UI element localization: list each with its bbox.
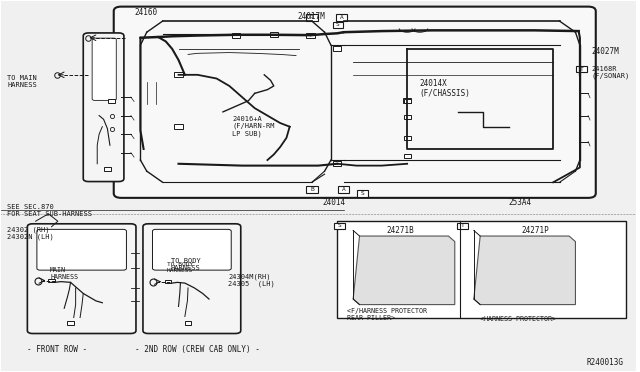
Bar	[334, 222, 344, 229]
Text: TO MAIN
HARNESS: TO MAIN HARNESS	[7, 75, 36, 88]
Text: - FRONT ROW -: - FRONT ROW -	[26, 345, 86, 355]
Bar	[306, 15, 317, 21]
Bar	[333, 161, 341, 166]
Polygon shape	[353, 236, 455, 305]
Text: A: A	[340, 15, 344, 20]
FancyBboxPatch shape	[92, 38, 116, 100]
Text: S: S	[361, 191, 365, 196]
FancyBboxPatch shape	[152, 230, 231, 270]
Text: TO BODY
HARNESS: TO BODY HARNESS	[171, 258, 201, 271]
Text: 24016+A
(F/HARN-RM
LP SUB): 24016+A (F/HARN-RM LP SUB)	[232, 116, 275, 137]
Text: <F/HARNESS PROTECTOR
REAR PILLER>: <F/HARNESS PROTECTOR REAR PILLER>	[347, 308, 427, 321]
Text: T: T	[461, 223, 464, 228]
Bar	[404, 99, 411, 103]
Text: 24014: 24014	[323, 198, 346, 207]
Bar	[307, 33, 315, 38]
Bar	[108, 99, 115, 103]
Bar	[404, 154, 411, 158]
Bar	[269, 32, 278, 37]
Text: 24027M: 24027M	[591, 47, 619, 56]
Bar	[232, 33, 240, 38]
Text: R240013G: R240013G	[586, 358, 623, 367]
Text: MAIN
HARNESS: MAIN HARNESS	[50, 267, 78, 280]
Text: S: S	[336, 22, 340, 27]
Bar	[49, 279, 54, 282]
Bar	[333, 46, 341, 51]
Bar	[185, 321, 191, 325]
FancyBboxPatch shape	[143, 224, 241, 334]
Text: 253A4: 253A4	[509, 198, 532, 207]
Bar	[333, 22, 343, 28]
Bar	[577, 66, 587, 73]
Bar	[174, 73, 182, 77]
Text: B: B	[310, 187, 314, 192]
Bar	[174, 124, 182, 129]
Text: R: R	[310, 15, 314, 20]
Bar	[457, 222, 468, 229]
FancyBboxPatch shape	[114, 7, 596, 198]
Bar	[336, 15, 348, 21]
Polygon shape	[474, 236, 575, 305]
Text: <HARNESS PROTECTOR>: <HARNESS PROTECTOR>	[480, 316, 556, 322]
Bar	[306, 186, 317, 193]
Bar	[357, 190, 368, 196]
Text: T: T	[580, 67, 584, 72]
FancyBboxPatch shape	[37, 230, 127, 270]
Bar	[404, 136, 411, 140]
Text: 24271P: 24271P	[522, 226, 549, 235]
Text: - 2ND ROW (CREW CAB ONLY) -: - 2ND ROW (CREW CAB ONLY) -	[135, 345, 260, 355]
Bar	[104, 167, 111, 171]
Text: 24017M: 24017M	[298, 12, 326, 21]
Bar	[338, 186, 349, 193]
Text: 24302 (RH)
24302N (LH): 24302 (RH) 24302N (LH)	[7, 226, 54, 240]
Bar	[404, 115, 411, 119]
Text: 24271B: 24271B	[387, 226, 415, 235]
Bar	[403, 98, 412, 103]
Text: 24168R
(F/SONAR): 24168R (F/SONAR)	[591, 65, 630, 79]
Text: TO BODY
HARNESS: TO BODY HARNESS	[167, 262, 193, 273]
Bar	[337, 221, 627, 318]
Text: 24304M(RH)
24305  (LH): 24304M(RH) 24305 (LH)	[228, 273, 275, 287]
Bar	[67, 321, 74, 325]
FancyBboxPatch shape	[83, 33, 124, 182]
Text: A: A	[342, 187, 346, 192]
Text: S: S	[337, 223, 341, 228]
Bar	[164, 280, 171, 283]
Text: SEE SEC.870
FOR SEAT SUB-HARNESS: SEE SEC.870 FOR SEAT SUB-HARNESS	[7, 204, 92, 217]
FancyBboxPatch shape	[28, 224, 136, 334]
Text: 24014X
(F/CHASSIS): 24014X (F/CHASSIS)	[420, 78, 471, 98]
Text: 24160: 24160	[134, 8, 157, 17]
